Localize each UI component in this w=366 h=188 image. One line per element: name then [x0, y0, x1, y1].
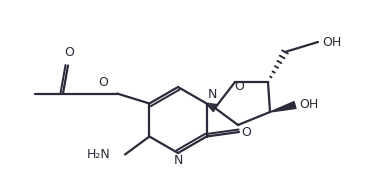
Text: O: O	[98, 76, 108, 89]
Text: O: O	[234, 80, 244, 93]
Polygon shape	[270, 102, 296, 112]
Text: N: N	[208, 89, 217, 102]
Text: N: N	[173, 154, 183, 167]
Text: OH: OH	[322, 36, 341, 49]
Text: H₂N: H₂N	[87, 148, 111, 161]
Text: O: O	[64, 45, 74, 58]
Text: OH: OH	[299, 99, 319, 111]
Text: O: O	[241, 126, 251, 139]
